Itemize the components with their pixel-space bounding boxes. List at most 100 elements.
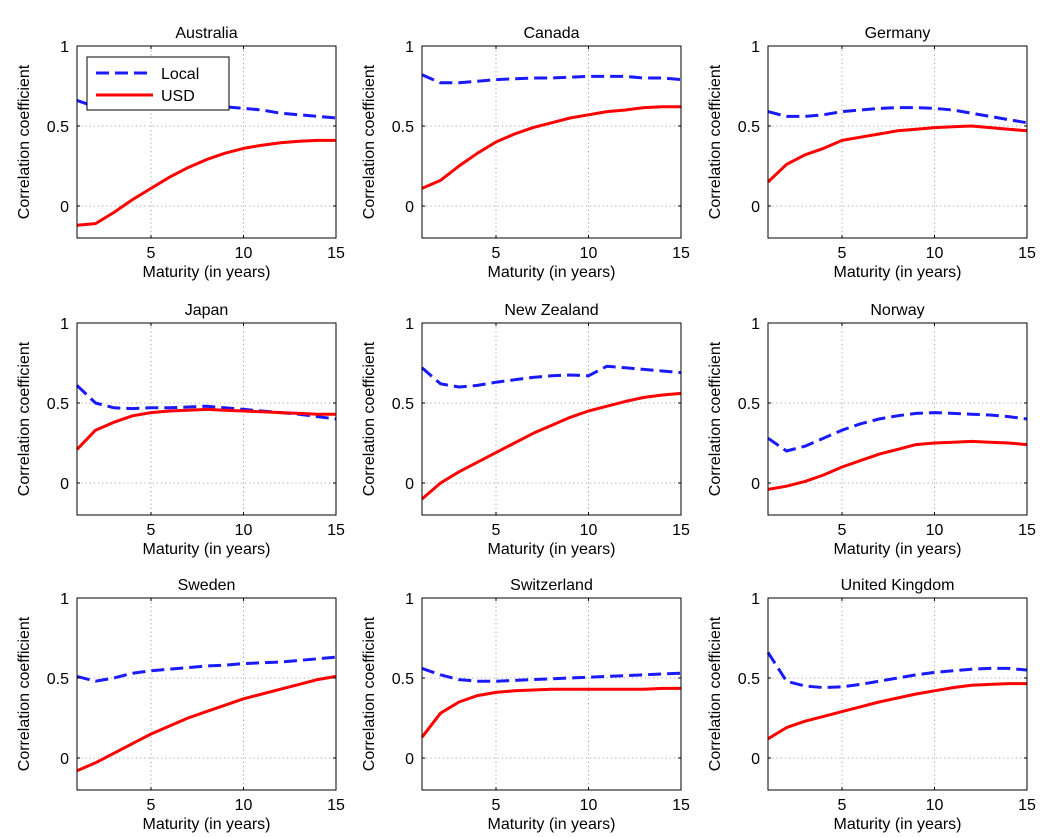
y-axis-label: Correlation coefficient — [707, 616, 724, 771]
y-axis-label: Correlation coefficient — [707, 64, 724, 219]
x-tick-label: 5 — [492, 522, 501, 539]
plot-area — [422, 598, 681, 790]
y-tick-label: 0.5 — [47, 671, 69, 688]
x-tick-label: 5 — [147, 522, 156, 539]
x-axis-label: Maturity (in years) — [142, 264, 270, 281]
chart-panel-norway: 5 10 15 0 0.5 1 Norway Maturity (in years) Corre… — [707, 302, 1036, 558]
legend-label-usd: USD — [161, 88, 195, 105]
chart-title: New Zealand — [504, 302, 598, 319]
series-line-local — [76, 655, 337, 683]
y-tick-label: 0 — [751, 476, 760, 493]
chart-panel-united-kingdom: 5 10 15 0 0.5 1 United Kingdom Maturity (in yea… — [707, 577, 1036, 833]
x-tick-label: 15 — [327, 245, 345, 262]
series-line-usd — [766, 124, 1028, 184]
axes-frame — [421, 45, 682, 239]
x-tick-label: 10 — [926, 245, 944, 262]
x-tick-label: 5 — [838, 797, 847, 814]
x-tick-label: 15 — [672, 522, 690, 539]
legend: Local USD — [86, 56, 230, 111]
axes-frame — [767, 597, 1028, 791]
x-tick-label: 5 — [838, 245, 847, 262]
chart-panel-canada: 5 10 15 0 0.5 1 Canada Maturity (in years) Corre… — [361, 25, 690, 281]
y-tick-label: 0 — [405, 199, 414, 216]
y-tick-label: 0.5 — [392, 119, 414, 136]
x-axis-label: Maturity (in years) — [142, 541, 270, 558]
y-tick-label: 0 — [405, 476, 414, 493]
chart-title: Germany — [865, 25, 931, 42]
y-tick-label: 0.5 — [392, 396, 414, 413]
y-tick-label: 0 — [60, 751, 69, 768]
series-line-usd — [76, 674, 337, 773]
y-tick-label: 1 — [60, 316, 69, 333]
plot-area — [422, 323, 681, 515]
plot-area — [422, 46, 681, 238]
x-tick-label: 5 — [147, 245, 156, 262]
series-line-usd — [75, 407, 336, 451]
y-tick-label: 1 — [60, 591, 69, 608]
x-tick-label: 10 — [235, 797, 253, 814]
chart-title: Sweden — [178, 577, 236, 594]
y-tick-label: 0.5 — [738, 119, 760, 136]
series-line-local — [767, 106, 1028, 125]
chart-title: Norway — [870, 302, 924, 319]
legend-label-local: Local — [161, 66, 199, 83]
x-axis-label: Maturity (in years) — [487, 264, 615, 281]
series-line-usd — [421, 105, 681, 190]
axes-frame — [76, 597, 337, 791]
series-line-usd — [420, 686, 681, 739]
y-tick-label: 0 — [751, 751, 760, 768]
y-tick-label: 0 — [60, 199, 69, 216]
x-axis-label: Maturity (in years) — [142, 816, 270, 833]
y-axis-label: Correlation coefficient — [16, 341, 33, 496]
y-tick-label: 0.5 — [47, 119, 69, 136]
y-axis-label: Correlation coefficient — [707, 341, 724, 496]
x-tick-label: 5 — [492, 797, 501, 814]
series-line-local — [421, 666, 682, 683]
axes-frame — [767, 45, 1028, 239]
x-tick-label: 5 — [147, 797, 156, 814]
x-tick-label: 10 — [580, 797, 598, 814]
x-tick-label: 15 — [1018, 522, 1036, 539]
y-tick-label: 0 — [751, 199, 760, 216]
y-tick-label: 1 — [405, 316, 414, 333]
y-tick-label: 1 — [60, 39, 69, 56]
y-axis-label: Correlation coefficient — [361, 341, 378, 496]
series-line-usd — [76, 138, 336, 227]
y-tick-label: 0.5 — [738, 396, 760, 413]
x-tick-label: 10 — [580, 522, 598, 539]
series-line-local — [421, 73, 682, 85]
y-axis-label: Correlation coefficient — [16, 64, 33, 219]
y-tick-label: 1 — [405, 591, 414, 608]
x-tick-label: 10 — [235, 522, 253, 539]
axes-frame — [767, 322, 1028, 516]
chart-panel-japan: 5 10 15 0 0.5 1 Japan Maturity (in years) Correl… — [16, 302, 345, 558]
chart-panel-new-zealand: 5 10 15 0 0.5 1 New Zealand Maturity (in years)… — [361, 302, 690, 558]
chart-panel-australia: 5 10 15 0 0.5 1 Australia Maturity (in years) Co… — [16, 25, 345, 281]
x-axis-label: Maturity (in years) — [487, 816, 615, 833]
y-tick-label: 0.5 — [392, 671, 414, 688]
x-tick-label: 15 — [1018, 797, 1036, 814]
axes-frame — [421, 322, 682, 516]
y-tick-label: 1 — [405, 39, 414, 56]
x-tick-label: 15 — [1018, 245, 1036, 262]
plot-area — [77, 598, 336, 790]
chart-title: Australia — [175, 25, 237, 42]
y-axis-label: Correlation coefficient — [16, 616, 33, 771]
series-line-local — [766, 651, 1028, 690]
chart-panel-germany: 5 10 15 0 0.5 1 Germany Maturity (in years) Corr… — [707, 25, 1036, 281]
chart-title: Canada — [523, 25, 579, 42]
chart-panel-switzerland: 5 10 15 0 0.5 1 Switzerland Maturity (in years)… — [361, 577, 690, 833]
x-tick-label: 15 — [672, 245, 690, 262]
x-tick-label: 5 — [492, 245, 501, 262]
x-axis-label: Maturity (in years) — [833, 264, 961, 281]
x-axis-label: Maturity (in years) — [833, 541, 961, 558]
x-tick-label: 10 — [926, 522, 944, 539]
chart-panel-sweden: 5 10 15 0 0.5 1 Sweden Maturity (in years) Corre… — [16, 577, 345, 833]
plot-area — [768, 323, 1027, 515]
series-line-local — [421, 364, 682, 389]
x-tick-label: 10 — [926, 797, 944, 814]
y-tick-label: 0.5 — [738, 671, 760, 688]
series-line-local — [767, 411, 1028, 453]
y-tick-label: 1 — [751, 316, 760, 333]
